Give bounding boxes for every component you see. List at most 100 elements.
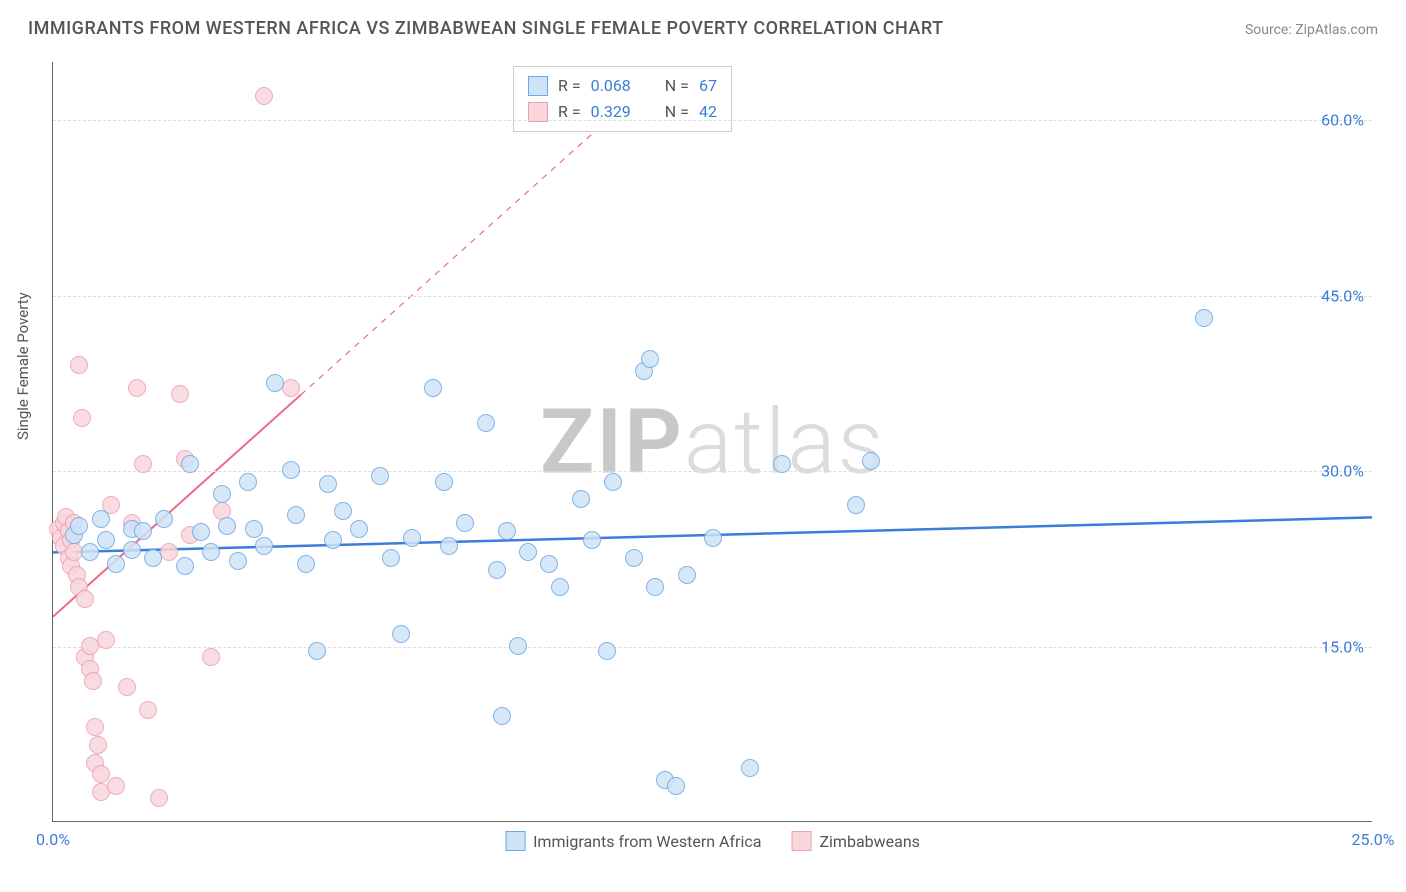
- data-point: [84, 672, 102, 690]
- gridline: [53, 296, 1372, 297]
- data-point: [266, 374, 284, 392]
- y-tick-label: 45.0%: [1321, 286, 1364, 305]
- data-point: [488, 561, 506, 579]
- data-point: [73, 409, 91, 427]
- data-point: [604, 473, 622, 491]
- data-point: [89, 736, 107, 754]
- data-point: [97, 531, 115, 549]
- trend-line-dashed: [301, 97, 633, 395]
- y-tick-label: 30.0%: [1321, 462, 1364, 481]
- data-point: [144, 549, 162, 567]
- r-value-a: 0.068: [591, 73, 631, 99]
- data-point: [107, 555, 125, 573]
- data-point: [92, 765, 110, 783]
- data-point: [678, 566, 696, 584]
- data-point: [646, 578, 664, 596]
- data-point: [324, 531, 342, 549]
- data-point: [123, 541, 141, 559]
- data-point: [213, 485, 231, 503]
- data-point: [86, 718, 104, 736]
- scatter-plot-area: ZIPatlas R = 0.068 N = 67 R = 0.329 N = …: [52, 62, 1372, 822]
- data-point: [218, 517, 236, 535]
- data-point: [319, 475, 337, 493]
- y-tick-label: 60.0%: [1321, 111, 1364, 130]
- data-point: [334, 502, 352, 520]
- swatch-series-b: [528, 102, 548, 122]
- data-point: [229, 552, 247, 570]
- data-point: [773, 455, 791, 473]
- data-point: [76, 590, 94, 608]
- data-point: [139, 701, 157, 719]
- data-point: [70, 517, 88, 535]
- trend-lines: [53, 62, 1372, 821]
- legend-item-b: Zimbabweans: [791, 831, 919, 851]
- data-point: [435, 473, 453, 491]
- data-point: [440, 537, 458, 555]
- bottom-legend: Immigrants from Western Africa Zimbabwea…: [505, 831, 920, 851]
- data-point: [551, 578, 569, 596]
- data-point: [202, 543, 220, 561]
- data-point: [282, 379, 300, 397]
- watermark: ZIPatlas: [540, 389, 885, 494]
- data-point: [255, 537, 273, 555]
- legend-label-a: Immigrants from Western Africa: [533, 832, 761, 851]
- data-point: [245, 520, 263, 538]
- data-point: [371, 467, 389, 485]
- data-point: [128, 379, 146, 397]
- gridline: [53, 120, 1372, 121]
- data-point: [134, 455, 152, 473]
- data-point: [704, 529, 722, 547]
- data-point: [540, 555, 558, 573]
- data-point: [509, 637, 527, 655]
- data-point: [171, 385, 189, 403]
- gridline: [53, 647, 1372, 648]
- data-point: [583, 531, 601, 549]
- source-attribution: Source: ZipAtlas.com: [1245, 22, 1378, 38]
- data-point: [1195, 309, 1213, 327]
- data-point: [202, 648, 220, 666]
- data-point: [118, 678, 136, 696]
- data-point: [97, 631, 115, 649]
- data-point: [477, 414, 495, 432]
- data-point: [107, 777, 125, 795]
- data-point: [134, 522, 152, 540]
- data-point: [847, 496, 865, 514]
- data-point: [308, 642, 326, 660]
- n-label: N =: [665, 73, 689, 99]
- data-point: [239, 473, 257, 491]
- data-point: [255, 87, 273, 105]
- y-axis-label: Single Female Poverty: [14, 292, 32, 440]
- trend-line-solid: [53, 395, 301, 617]
- legend-label-b: Zimbabweans: [819, 832, 919, 851]
- data-point: [192, 523, 210, 541]
- data-point: [519, 543, 537, 561]
- data-point: [181, 455, 199, 473]
- data-point: [287, 506, 305, 524]
- data-point: [667, 777, 685, 795]
- data-point: [350, 520, 368, 538]
- data-point: [81, 543, 99, 561]
- data-point: [282, 461, 300, 479]
- x-tick-label: 25.0%: [1352, 830, 1395, 849]
- watermark-light: atlas: [684, 389, 885, 494]
- data-point: [382, 549, 400, 567]
- data-point: [641, 350, 659, 368]
- legend-swatch-a: [505, 831, 525, 851]
- data-point: [176, 557, 194, 575]
- data-point: [598, 642, 616, 660]
- data-point: [862, 452, 880, 470]
- data-point: [456, 514, 474, 532]
- data-point: [297, 555, 315, 573]
- legend-item-a: Immigrants from Western Africa: [505, 831, 761, 851]
- data-point: [392, 625, 410, 643]
- data-point: [92, 510, 110, 528]
- stats-row-series-a: R = 0.068 N = 67: [528, 73, 717, 99]
- data-point: [498, 522, 516, 540]
- n-value-a: 67: [699, 73, 717, 99]
- data-point: [572, 490, 590, 508]
- legend-swatch-b: [791, 831, 811, 851]
- source-prefix: Source:: [1245, 22, 1295, 38]
- y-tick-label: 15.0%: [1321, 637, 1364, 656]
- source-name: ZipAtlas.com: [1295, 22, 1378, 38]
- data-point: [493, 707, 511, 725]
